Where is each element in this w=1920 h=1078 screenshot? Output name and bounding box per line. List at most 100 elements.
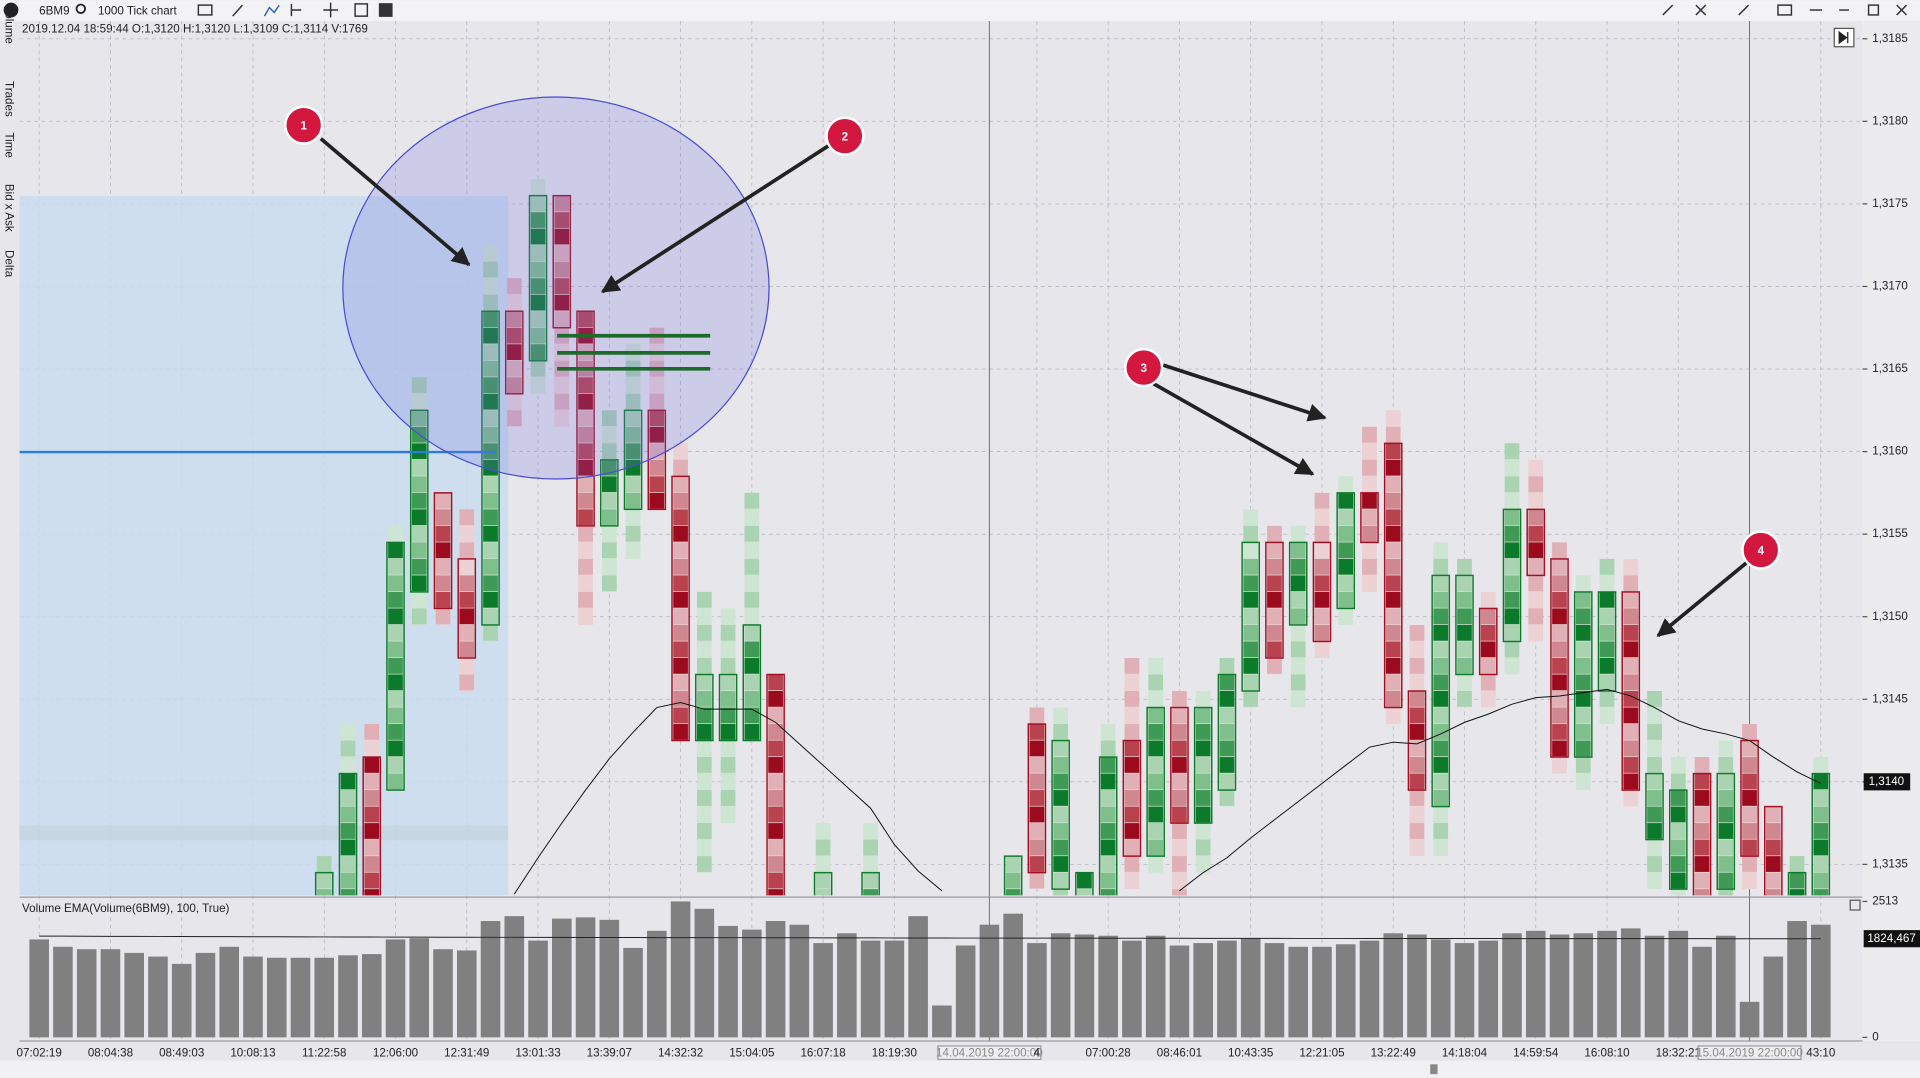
symbol[interactable]: 6BM9 [39,4,69,17]
volume-bar [1312,946,1332,1038]
cluster-cell [1504,509,1520,526]
x-tick-label: 12:31:49 [444,1046,489,1059]
cluster-cell [1599,591,1615,608]
volume-bar [29,939,49,1038]
cluster-cell [1647,773,1662,790]
cluster-cell [578,558,593,575]
cluster-cell [768,806,783,823]
cluster-cell [1552,542,1567,559]
cluster-cell [1243,624,1259,641]
candle-body [1146,706,1165,857]
cluster-cell [459,542,475,559]
cluster-cell [1267,608,1282,625]
cluster-cell [1765,889,1781,896]
cluster-cell [1765,872,1781,889]
cluster-cell [1480,608,1496,625]
cluster-cell [554,294,570,311]
panel-close[interactable] [1849,899,1861,911]
cluster-cell [696,806,712,823]
cluster-cell [1029,806,1045,823]
cluster-cell [1148,839,1164,856]
cluster-cell [411,509,427,526]
x-tick-label: 15:04:05 [729,1046,774,1059]
candle-body [1312,541,1332,643]
cluster-cell [768,856,783,872]
cluster-cell [364,823,380,839]
cluster-cell [1314,558,1330,575]
cluster-cell [744,624,760,641]
cluster-cell [1599,575,1615,592]
cluster-cell [1528,624,1544,641]
cluster-cell [1504,525,1520,542]
sidebar-tab: Volume [2,5,15,44]
cluster-cell [1647,691,1662,707]
cluster-cell [1338,509,1354,526]
x-tick-label: 16:08:10 [1584,1046,1630,1059]
cluster-cell [1694,872,1710,889]
cluster-cell [1219,707,1235,724]
cluster-cell [744,707,760,724]
cluster-cell [1053,839,1068,856]
cluster-cell [1433,707,1449,724]
cluster-cell [1765,839,1781,856]
cluster-cell [1433,806,1449,823]
cluster-cell [1552,558,1567,575]
cluster-cell [1172,724,1187,740]
cluster-cell [340,823,356,839]
toolbar-icons[interactable] [197,2,1908,18]
chart-type[interactable]: 1000 Tick chart [98,4,178,17]
cluster-cell [1599,674,1615,691]
cluster-cell [696,856,712,872]
cluster-cell [340,856,356,872]
cluster-cell [316,856,332,872]
cluster-cell [1457,608,1472,625]
volume-bar [1335,944,1356,1038]
cluster-cell [1172,856,1187,872]
cluster-cell [1385,525,1401,542]
volume-bar [385,939,406,1038]
cluster-cell [1100,806,1116,823]
candle-body [576,310,595,527]
cluster-cell [1575,757,1591,773]
cluster-cell [744,542,760,559]
sidebar-tab: Trades [2,81,15,117]
cluster-cell [1385,691,1401,707]
cluster-cell [720,674,736,691]
scrollbar[interactable] [0,1060,1920,1078]
cluster-cell [625,525,641,542]
cluster-cell [1457,691,1472,707]
search-icon[interactable] [75,3,87,15]
volume-bar [1525,930,1546,1038]
cluster-cell [1409,724,1425,740]
candle-body [1265,541,1284,659]
candle-body [766,673,785,896]
cluster-cell [483,608,498,625]
cluster-cell [1290,575,1306,592]
candle-body [1763,805,1783,896]
cluster-cell [1623,657,1639,674]
cluster-cell [459,624,475,641]
cluster-cell [601,443,617,460]
cluster-cell [1504,542,1520,559]
cluster-cell [483,327,498,344]
cluster-cell [1385,542,1401,559]
cluster-cell [554,410,570,427]
logo[interactable] [3,2,19,18]
cluster-cell [554,311,570,328]
cluster-cell [1029,856,1045,872]
x-tick-label: 11:22:58 [302,1046,346,1059]
cluster-cell [1480,674,1496,691]
cluster-cell [316,872,332,889]
cluster-cell [1528,476,1544,493]
volume-bar [1098,935,1118,1038]
volume-bar [1383,933,1404,1038]
volume-bar [718,925,738,1038]
cluster-cell [340,839,356,856]
cluster-cell [1385,476,1401,493]
scroll-thumb[interactable] [1430,1064,1438,1075]
cluster-cell [1267,525,1282,542]
volume-bar [266,957,287,1038]
cluster-cell [1172,757,1187,773]
candle-body [1098,756,1118,896]
cluster-cell [1290,608,1306,625]
